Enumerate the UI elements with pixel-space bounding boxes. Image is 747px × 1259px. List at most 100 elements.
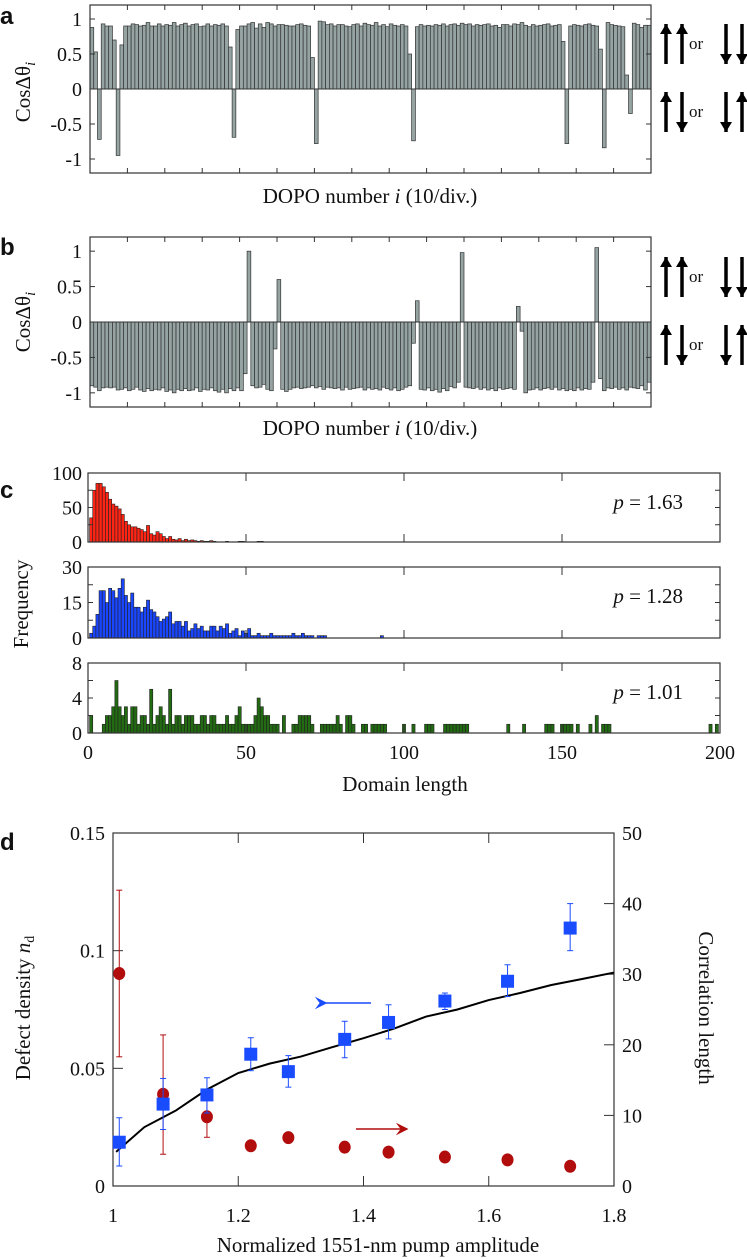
bar bbox=[530, 24, 536, 90]
bar bbox=[489, 25, 495, 90]
histogram-bar bbox=[180, 625, 185, 639]
bar bbox=[183, 321, 188, 389]
bar bbox=[583, 321, 588, 389]
bar bbox=[631, 321, 637, 389]
histogram-bar bbox=[209, 715, 214, 734]
left-y-tick-label: 0.05 bbox=[70, 1058, 105, 1080]
histogram-bar bbox=[291, 632, 296, 639]
histogram-label: p = 1.01 bbox=[611, 680, 683, 704]
bar bbox=[325, 321, 330, 388]
bar bbox=[381, 24, 386, 90]
bar bbox=[332, 25, 338, 90]
bar bbox=[336, 321, 341, 389]
y-tick-label: -1 bbox=[65, 149, 82, 171]
correlation-length-point bbox=[438, 1150, 451, 1164]
histogram-bar bbox=[601, 723, 605, 734]
histogram-bar bbox=[108, 715, 113, 734]
bar bbox=[516, 306, 521, 323]
bar bbox=[508, 25, 513, 90]
bar bbox=[186, 321, 192, 392]
bar bbox=[471, 321, 476, 389]
down-arrow-icon bbox=[720, 122, 732, 132]
bar bbox=[602, 321, 607, 392]
bar bbox=[306, 25, 312, 90]
histogram-bar bbox=[168, 688, 173, 734]
bar bbox=[134, 24, 139, 90]
bar bbox=[284, 321, 289, 392]
bar bbox=[190, 321, 196, 391]
up-arrow-icon bbox=[676, 24, 688, 34]
bar bbox=[153, 321, 158, 390]
y-tick-label: 1 bbox=[72, 241, 82, 263]
correlation-length-point bbox=[113, 966, 126, 980]
bar bbox=[392, 321, 398, 389]
bar bbox=[564, 88, 570, 144]
histogram-bar bbox=[108, 587, 113, 639]
bar bbox=[429, 25, 435, 90]
bar bbox=[538, 24, 543, 90]
bar bbox=[127, 25, 132, 90]
histogram-bar bbox=[149, 688, 154, 734]
bar bbox=[362, 321, 368, 391]
bar bbox=[276, 279, 282, 323]
bar bbox=[295, 24, 300, 90]
bar bbox=[594, 247, 599, 323]
histogram-bar bbox=[269, 723, 274, 734]
histogram-bar bbox=[149, 533, 154, 543]
bar bbox=[467, 23, 472, 90]
bar bbox=[497, 321, 502, 389]
bar bbox=[444, 25, 450, 90]
bar bbox=[422, 321, 427, 391]
bar bbox=[400, 24, 405, 90]
bar bbox=[261, 321, 267, 385]
bar bbox=[123, 321, 128, 389]
defect-density-point bbox=[338, 1032, 352, 1046]
bar bbox=[594, 25, 599, 90]
bar bbox=[385, 26, 390, 90]
bar bbox=[314, 321, 319, 389]
down-arrow-icon bbox=[720, 54, 732, 64]
bar bbox=[100, 321, 106, 389]
bar bbox=[310, 321, 315, 387]
panel-b-spin-legend: or or bbox=[660, 257, 747, 365]
bar bbox=[452, 23, 457, 90]
or-label: or bbox=[689, 102, 704, 121]
bar bbox=[523, 321, 528, 394]
bar bbox=[284, 24, 289, 90]
bar bbox=[209, 25, 214, 90]
bar bbox=[613, 321, 618, 388]
bar bbox=[385, 321, 390, 389]
bar bbox=[403, 321, 409, 388]
histogram-bar bbox=[155, 531, 160, 543]
histogram-bar bbox=[275, 723, 280, 734]
bar bbox=[538, 321, 543, 391]
histogram-bar bbox=[424, 723, 429, 734]
bar bbox=[471, 25, 476, 90]
histogram-label: p = 1.63 bbox=[611, 490, 683, 514]
bar bbox=[239, 25, 244, 90]
histogram-bar bbox=[127, 524, 131, 543]
bar bbox=[478, 321, 484, 390]
bar bbox=[486, 321, 491, 391]
histogram-bar bbox=[506, 723, 511, 734]
histogram-bar bbox=[111, 590, 116, 639]
histogram-bar bbox=[174, 715, 179, 734]
bar bbox=[575, 321, 581, 389]
down-arrow-icon bbox=[720, 287, 732, 297]
histogram-bar bbox=[203, 630, 207, 639]
bar bbox=[149, 321, 154, 392]
bar bbox=[205, 23, 211, 90]
histogram-bar bbox=[266, 715, 271, 734]
histogram-bar bbox=[165, 616, 169, 639]
histogram-bar bbox=[225, 715, 229, 734]
histogram-bar bbox=[364, 723, 368, 734]
histogram-bar bbox=[92, 489, 97, 543]
bar bbox=[168, 321, 173, 391]
histogram-bar bbox=[307, 715, 312, 734]
bar bbox=[93, 321, 98, 388]
bar bbox=[501, 321, 506, 390]
histogram-bar bbox=[209, 625, 214, 639]
x-tick-label: 50 bbox=[236, 742, 256, 764]
histogram-bar bbox=[155, 616, 160, 639]
defect-density-point bbox=[200, 1088, 214, 1102]
